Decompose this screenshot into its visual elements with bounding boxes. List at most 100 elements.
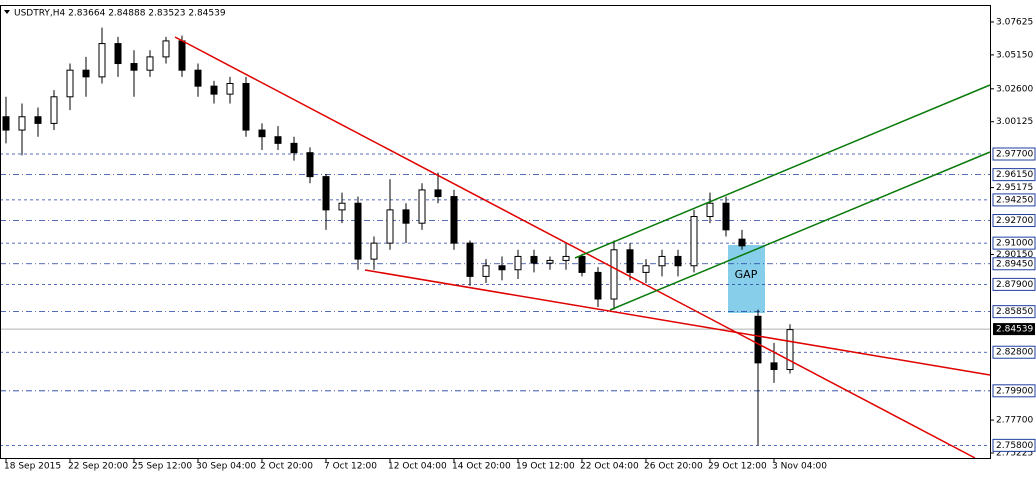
candle-body: [770, 362, 778, 371]
candle-body: [482, 265, 490, 277]
candle-body: [386, 209, 394, 244]
candle-body: [402, 209, 410, 224]
candle-body: [226, 82, 234, 95]
x-tick-label: 25 Sep 12:00: [132, 462, 192, 472]
candle-body: [66, 69, 74, 98]
x-tick-label: 2 Oct 20:00: [260, 462, 313, 472]
candle-body: [690, 216, 698, 267]
x-tick-label: 7 Oct 12:00: [324, 462, 377, 472]
current-price-label: 2.84539: [996, 325, 1033, 335]
candle-body: [50, 96, 58, 124]
candle-body: [194, 69, 202, 87]
candle-body: [706, 202, 714, 218]
candle-body: [274, 136, 282, 144]
trend-line: [174, 36, 976, 459]
level-label: 2.82800: [996, 348, 1033, 358]
y-tick-label: 2.75225: [996, 449, 1033, 459]
level-label-box: [992, 277, 1036, 291]
y-tick-label: 3.05150: [996, 50, 1033, 60]
gap-box: [728, 245, 765, 313]
level-label-box: [992, 305, 1036, 319]
y-tick-label: 3.07625: [996, 17, 1033, 27]
candle-body: [418, 189, 426, 224]
candle-body: [178, 40, 186, 71]
level-label-box: [992, 257, 1036, 271]
candle-body: [594, 271, 602, 300]
level-label-box: [992, 214, 1036, 228]
candle-body: [450, 196, 458, 244]
candle-body: [626, 249, 634, 273]
candle-body: [722, 202, 730, 231]
candle-body: [674, 255, 682, 267]
candle-body: [786, 329, 794, 371]
x-tick-label: 30 Sep 04:00: [196, 462, 256, 472]
candle-body: [306, 152, 314, 178]
candle-body: [162, 40, 170, 58]
trend-lines: [174, 36, 991, 459]
candle-body: [82, 69, 90, 78]
level-label: 2.94250: [996, 195, 1033, 205]
y-tick-label: 2.77700: [996, 416, 1033, 426]
level-label-box: [992, 345, 1036, 359]
candle-body: [338, 202, 346, 211]
candle-body: [642, 265, 650, 273]
candle-body: [546, 259, 554, 264]
candle-body: [578, 255, 586, 273]
candle-body: [514, 255, 522, 271]
level-label-box: [992, 384, 1036, 398]
level-label: 2.96150: [996, 170, 1033, 180]
x-tick-label: 26 Oct 20:00: [644, 462, 703, 472]
candle-body: [562, 255, 570, 261]
channel-line: [574, 84, 991, 259]
y-tick-label: 3.02600: [996, 84, 1033, 94]
level-label: 2.92700: [996, 216, 1033, 226]
level-label-box: [992, 193, 1036, 207]
candle-body: [242, 82, 250, 131]
y-tick-label: 3.00125: [996, 117, 1033, 127]
level-label: 2.75800: [996, 441, 1033, 451]
candle-body: [114, 43, 122, 65]
candle-body: [354, 202, 362, 260]
x-tick-label: 3 Nov 04:00: [772, 462, 827, 472]
candle-body: [530, 255, 538, 264]
title-icon: [4, 10, 10, 14]
candle-body: [322, 176, 330, 211]
x-tick-label: 18 Sep 2015: [4, 462, 61, 472]
x-tick-label: 29 Oct 12:00: [708, 462, 767, 472]
trend-line: [364, 269, 991, 376]
candle-body: [290, 142, 298, 154]
x-tick-label: 14 Oct 20:00: [452, 462, 511, 472]
candle-body: [258, 129, 266, 138]
level-label: 2.89450: [996, 259, 1033, 269]
candle-body: [18, 116, 26, 131]
x-tick-label: 12 Oct 04:00: [388, 462, 447, 472]
x-tick-label: 19 Oct 12:00: [516, 462, 575, 472]
plot: [0, 27, 990, 446]
y-tick-label: 2.90150: [996, 250, 1033, 260]
level-label-box: [992, 168, 1036, 182]
candle-body: [2, 116, 10, 131]
candle-body: [498, 265, 506, 271]
current-price-box: [993, 323, 1035, 336]
level-label: 2.79900: [996, 386, 1033, 396]
level-label: 2.91000: [996, 239, 1033, 249]
candle-body: [658, 255, 666, 267]
candle-body: [370, 242, 378, 260]
candle-body: [466, 242, 474, 277]
x-tick-label: 22 Oct 04:00: [580, 462, 639, 472]
gap-label: GAP: [735, 268, 758, 281]
candle-body: [210, 85, 218, 95]
plot-frame: [0, 5, 991, 459]
level-label: 2.85850: [996, 307, 1033, 317]
level-label: 2.87900: [996, 280, 1033, 290]
level-label-box: [992, 236, 1036, 250]
candle-body: [610, 249, 618, 300]
x-tick-label: 22 Sep 20:00: [68, 462, 128, 472]
candle-body: [34, 116, 42, 124]
chart-title: USDTRY,H4 2.83664 2.84888 2.83523 2.8453…: [14, 9, 226, 19]
level-label-box: [992, 147, 1036, 161]
candle-body: [98, 43, 106, 78]
channel-line: [609, 151, 991, 311]
